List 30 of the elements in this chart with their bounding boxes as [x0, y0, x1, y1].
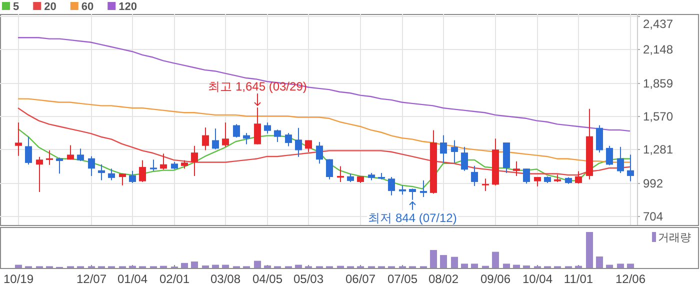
x-tick-label: 06/07	[345, 272, 376, 286]
x-tick-label: 11/01	[564, 272, 594, 286]
annotation: 최저 844 (07/12)	[368, 210, 457, 225]
y-tick-label: 704	[643, 210, 664, 224]
x-tick-label: 02/01	[159, 272, 190, 286]
y-tick-label: 992	[643, 176, 664, 190]
x-tick-label: 12/06	[615, 272, 646, 286]
x-tick-label: 03/08	[210, 272, 241, 286]
legend-label: 5	[13, 1, 20, 13]
x-tick-label: 01/04	[117, 272, 148, 286]
y-tick-label: 1,281	[643, 142, 674, 156]
legend-label: 거래량	[658, 232, 691, 244]
x-tick-label: 05/03	[293, 272, 324, 286]
x-tick-label: 09/06	[480, 272, 511, 286]
y-tick-label: 1,570	[643, 110, 674, 124]
x-tick-label: 08/02	[428, 272, 459, 286]
y-tick-label: 2,437	[643, 17, 674, 31]
x-tick-label: 12/07	[76, 272, 107, 286]
x-tick-label: 04/05	[252, 272, 283, 286]
legend-label: 60	[81, 1, 94, 13]
annotation: 최저 844 (07/12)	[367, 201, 458, 225]
x-tick-label: 10/04	[522, 272, 553, 286]
annotation: 최고 1,645 (03/29)	[208, 79, 307, 94]
legend-label: 20	[44, 1, 56, 13]
x-tick-label: 10/19	[3, 272, 34, 286]
x-tick-label: 07/05	[387, 272, 418, 286]
legend-label: 120	[118, 1, 137, 13]
y-tick-label: 2,148	[643, 42, 674, 56]
annotation: 최고 1,645 (03/29)	[208, 79, 307, 106]
y-tick-label: 1,859	[643, 76, 674, 90]
